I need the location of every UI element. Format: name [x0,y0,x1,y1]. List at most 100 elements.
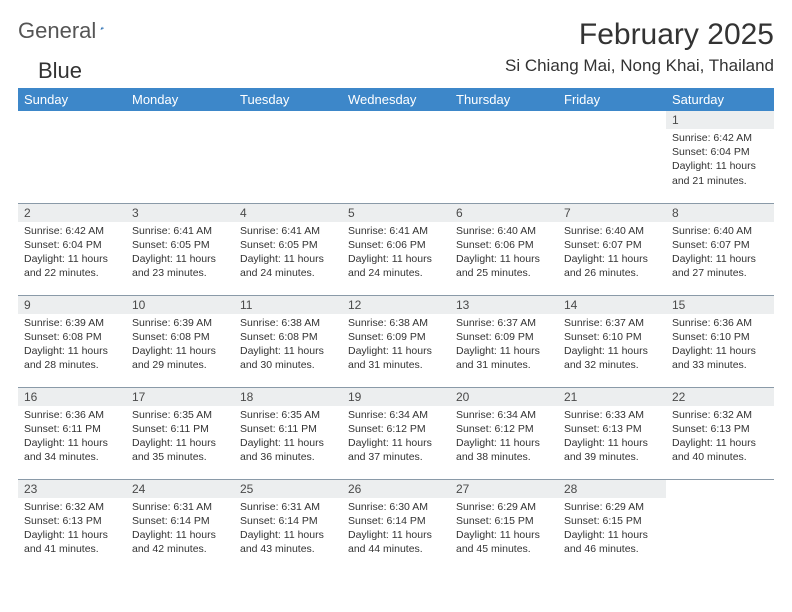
sunset-text: Sunset: 6:07 PM [564,238,660,252]
sunset-text: Sunset: 6:04 PM [24,238,120,252]
sunset-text: Sunset: 6:05 PM [240,238,336,252]
calendar-day-cell [234,111,342,203]
calendar-day-cell: 19Sunrise: 6:34 AMSunset: 6:12 PMDayligh… [342,387,450,479]
daylight-text: Daylight: 11 hours and 21 minutes. [672,159,768,187]
calendar-day-cell [450,111,558,203]
daylight-text: Daylight: 11 hours and 24 minutes. [240,252,336,280]
day-number: 9 [18,296,126,314]
sunset-text: Sunset: 6:07 PM [672,238,768,252]
day-detail: Sunrise: 6:36 AMSunset: 6:11 PMDaylight:… [18,406,126,469]
sunset-text: Sunset: 6:12 PM [348,422,444,436]
weekday-header: Saturday [666,88,774,111]
sunset-text: Sunset: 6:14 PM [348,514,444,528]
sunrise-text: Sunrise: 6:34 AM [348,408,444,422]
day-number: 25 [234,480,342,498]
day-number: 21 [558,388,666,406]
calendar-day-cell: 20Sunrise: 6:34 AMSunset: 6:12 PMDayligh… [450,387,558,479]
sunrise-text: Sunrise: 6:42 AM [672,131,768,145]
sunset-text: Sunset: 6:11 PM [132,422,228,436]
calendar-day-cell [342,111,450,203]
day-detail: Sunrise: 6:40 AMSunset: 6:06 PMDaylight:… [450,222,558,285]
sunrise-text: Sunrise: 6:39 AM [132,316,228,330]
sunrise-text: Sunrise: 6:42 AM [24,224,120,238]
day-detail: Sunrise: 6:29 AMSunset: 6:15 PMDaylight:… [558,498,666,561]
day-number: 13 [450,296,558,314]
calendar-day-cell [666,479,774,571]
day-number: 4 [234,204,342,222]
day-number: 20 [450,388,558,406]
sunset-text: Sunset: 6:13 PM [564,422,660,436]
sunrise-text: Sunrise: 6:29 AM [456,500,552,514]
calendar-day-cell [558,111,666,203]
sunset-text: Sunset: 6:06 PM [456,238,552,252]
weekday-header: Tuesday [234,88,342,111]
sunrise-text: Sunrise: 6:36 AM [24,408,120,422]
day-number: 17 [126,388,234,406]
day-number: 22 [666,388,774,406]
day-detail: Sunrise: 6:32 AMSunset: 6:13 PMDaylight:… [18,498,126,561]
sunset-text: Sunset: 6:13 PM [672,422,768,436]
sunrise-text: Sunrise: 6:35 AM [240,408,336,422]
weekday-header: Sunday [18,88,126,111]
logo: General [18,18,126,44]
calendar-day-cell: 28Sunrise: 6:29 AMSunset: 6:15 PMDayligh… [558,479,666,571]
daylight-text: Daylight: 11 hours and 39 minutes. [564,436,660,464]
sunrise-text: Sunrise: 6:40 AM [672,224,768,238]
day-detail: Sunrise: 6:37 AMSunset: 6:09 PMDaylight:… [450,314,558,377]
sunrise-text: Sunrise: 6:39 AM [24,316,120,330]
sunrise-text: Sunrise: 6:36 AM [672,316,768,330]
sunset-text: Sunset: 6:14 PM [240,514,336,528]
day-number: 2 [18,204,126,222]
calendar-day-cell: 1Sunrise: 6:42 AMSunset: 6:04 PMDaylight… [666,111,774,203]
day-detail: Sunrise: 6:33 AMSunset: 6:13 PMDaylight:… [558,406,666,469]
daylight-text: Daylight: 11 hours and 35 minutes. [132,436,228,464]
month-title: February 2025 [505,18,774,52]
calendar-day-cell: 10Sunrise: 6:39 AMSunset: 6:08 PMDayligh… [126,295,234,387]
weekday-header: Thursday [450,88,558,111]
daylight-text: Daylight: 11 hours and 26 minutes. [564,252,660,280]
header: General February 2025 Si Chiang Mai, Non… [18,18,774,76]
sunrise-text: Sunrise: 6:41 AM [348,224,444,238]
daylight-text: Daylight: 11 hours and 45 minutes. [456,528,552,556]
day-number: 10 [126,296,234,314]
sunrise-text: Sunrise: 6:41 AM [240,224,336,238]
sunset-text: Sunset: 6:08 PM [240,330,336,344]
calendar-day-cell: 25Sunrise: 6:31 AMSunset: 6:14 PMDayligh… [234,479,342,571]
day-detail: Sunrise: 6:35 AMSunset: 6:11 PMDaylight:… [126,406,234,469]
daylight-text: Daylight: 11 hours and 25 minutes. [456,252,552,280]
daylight-text: Daylight: 11 hours and 30 minutes. [240,344,336,372]
sunset-text: Sunset: 6:12 PM [456,422,552,436]
day-number: 6 [450,204,558,222]
calendar-day-cell: 2Sunrise: 6:42 AMSunset: 6:04 PMDaylight… [18,203,126,295]
calendar-day-cell: 3Sunrise: 6:41 AMSunset: 6:05 PMDaylight… [126,203,234,295]
weekday-header: Wednesday [342,88,450,111]
sunrise-text: Sunrise: 6:37 AM [456,316,552,330]
sunset-text: Sunset: 6:13 PM [24,514,120,528]
sunset-text: Sunset: 6:10 PM [564,330,660,344]
daylight-text: Daylight: 11 hours and 29 minutes. [132,344,228,372]
sunset-text: Sunset: 6:15 PM [564,514,660,528]
sunrise-text: Sunrise: 6:38 AM [240,316,336,330]
weekday-header: Monday [126,88,234,111]
day-detail: Sunrise: 6:41 AMSunset: 6:05 PMDaylight:… [234,222,342,285]
sunset-text: Sunset: 6:15 PM [456,514,552,528]
calendar-day-cell: 8Sunrise: 6:40 AMSunset: 6:07 PMDaylight… [666,203,774,295]
daylight-text: Daylight: 11 hours and 40 minutes. [672,436,768,464]
day-number: 15 [666,296,774,314]
sunrise-text: Sunrise: 6:31 AM [240,500,336,514]
day-number: 26 [342,480,450,498]
sunset-text: Sunset: 6:10 PM [672,330,768,344]
sunrise-text: Sunrise: 6:30 AM [348,500,444,514]
sunrise-text: Sunrise: 6:32 AM [672,408,768,422]
daylight-text: Daylight: 11 hours and 41 minutes. [24,528,120,556]
daylight-text: Daylight: 11 hours and 34 minutes. [24,436,120,464]
calendar-week-row: 23Sunrise: 6:32 AMSunset: 6:13 PMDayligh… [18,479,774,571]
calendar-week-row: 9Sunrise: 6:39 AMSunset: 6:08 PMDaylight… [18,295,774,387]
calendar-day-cell: 12Sunrise: 6:38 AMSunset: 6:09 PMDayligh… [342,295,450,387]
calendar-day-cell: 27Sunrise: 6:29 AMSunset: 6:15 PMDayligh… [450,479,558,571]
calendar-day-cell: 7Sunrise: 6:40 AMSunset: 6:07 PMDaylight… [558,203,666,295]
day-detail: Sunrise: 6:41 AMSunset: 6:05 PMDaylight:… [126,222,234,285]
day-number: 5 [342,204,450,222]
calendar-week-row: 16Sunrise: 6:36 AMSunset: 6:11 PMDayligh… [18,387,774,479]
daylight-text: Daylight: 11 hours and 42 minutes. [132,528,228,556]
